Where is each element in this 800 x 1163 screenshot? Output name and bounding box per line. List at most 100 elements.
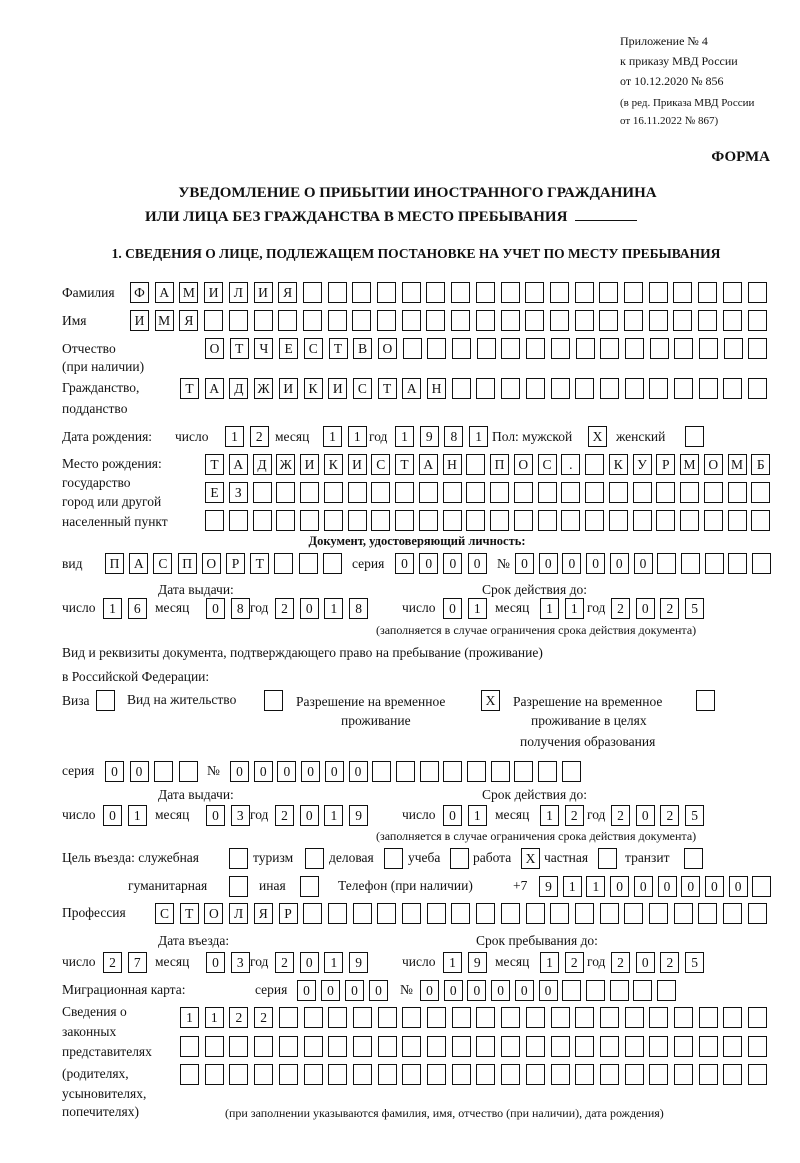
birth-year-cell[interactable]: 9	[419, 426, 439, 447]
patronymic-cell[interactable]: Т	[229, 338, 249, 359]
surname-cell[interactable]	[426, 282, 446, 303]
patronymic-cell[interactable]	[624, 338, 644, 359]
patronymic-cell[interactable]: С	[303, 338, 323, 359]
entry-year-cell[interactable]: 2	[275, 952, 294, 973]
birthplace-line3-cell[interactable]	[347, 510, 367, 531]
entry-year-cell[interactable]: 0	[299, 952, 319, 973]
citizenship-cell[interactable]	[525, 378, 545, 399]
representatives-line3-cell[interactable]	[748, 1064, 768, 1085]
birthplace-line1-cell[interactable]: С	[371, 454, 391, 475]
id-doc-kind-cell[interactable]	[298, 553, 318, 574]
profession-cell[interactable]	[500, 903, 520, 924]
citizenship-cell[interactable]: К	[303, 378, 323, 399]
birthplace-line3-cell[interactable]	[205, 510, 224, 531]
representatives-line3-cell[interactable]	[278, 1064, 298, 1085]
representatives-line3-cell[interactable]	[723, 1064, 743, 1085]
migration-card-number-cell[interactable]: 0	[491, 980, 511, 1001]
birthplace-line2-cell[interactable]	[561, 482, 581, 503]
representatives-line2-cell[interactable]	[328, 1036, 348, 1057]
phone-cell[interactable]: 0	[704, 876, 724, 897]
representatives-line1-cell[interactable]	[303, 1007, 323, 1028]
stay-year-cell[interactable]: 2	[611, 952, 630, 973]
representatives-line1-cell[interactable]	[674, 1007, 693, 1028]
birthplace-line1-cell[interactable]: Ж	[276, 454, 296, 475]
name-cell[interactable]	[228, 310, 248, 331]
representatives-line3-cell[interactable]	[328, 1064, 348, 1085]
representatives-line1-cell[interactable]	[624, 1007, 644, 1028]
name-cell[interactable]	[475, 310, 495, 331]
res-doc-number-cell[interactable]: 0	[277, 761, 297, 782]
profession-cell[interactable]	[303, 903, 323, 924]
surname-cell[interactable]	[698, 282, 718, 303]
birth-month-cell[interactable]: 1	[323, 426, 342, 447]
profession-cell[interactable]	[747, 903, 767, 924]
birthplace-line1-cell[interactable]: М	[680, 454, 699, 475]
purpose-transit-checkbox[interactable]	[684, 848, 703, 869]
surname-cell[interactable]	[302, 282, 322, 303]
patronymic-cell[interactable]	[699, 338, 718, 359]
representatives-line2-cell[interactable]	[501, 1036, 521, 1057]
id-valid-year-cell[interactable]: 5	[685, 598, 705, 619]
representatives-line1-cell[interactable]: 2	[254, 1007, 274, 1028]
birthplace-line1-cell[interactable]: Т	[205, 454, 224, 475]
res-doc-number-cell[interactable]: 0	[324, 761, 344, 782]
migration-card-number-cell[interactable]	[657, 980, 676, 1001]
migration-card-series-cell[interactable]: 0	[369, 980, 388, 1001]
profession-cell[interactable]	[673, 903, 693, 924]
representatives-line1-cell[interactable]	[723, 1007, 743, 1028]
birthplace-line2-cell[interactable]	[751, 482, 771, 503]
surname-cell[interactable]	[574, 282, 594, 303]
phone-cell[interactable]: 0	[657, 876, 677, 897]
representatives-line1-cell[interactable]	[328, 1007, 348, 1028]
birthplace-line2-cell[interactable]	[252, 482, 272, 503]
profession-cell[interactable]	[550, 903, 570, 924]
representatives-line1-cell[interactable]	[476, 1007, 496, 1028]
res-valid-day-cell[interactable]: 0	[443, 805, 462, 826]
representatives-line3-cell[interactable]	[698, 1064, 718, 1085]
surname-cell[interactable]	[624, 282, 643, 303]
citizenship-cell[interactable]	[624, 378, 644, 399]
phone-cell[interactable]: 0	[610, 876, 630, 897]
res-doc-series-cell[interactable]	[154, 761, 173, 782]
profession-cell[interactable]	[377, 903, 397, 924]
id-doc-number-cell[interactable]: 0	[633, 553, 653, 574]
birthplace-line1-cell[interactable]: Н	[442, 454, 462, 475]
res-doc-number-cell[interactable]: 0	[253, 761, 273, 782]
name-cell[interactable]	[253, 310, 273, 331]
birthplace-line1-cell[interactable]: Р	[656, 454, 676, 475]
id-doc-number-cell[interactable]	[728, 553, 748, 574]
id-doc-kind-cell[interactable]	[322, 553, 342, 574]
representatives-line2-cell[interactable]	[254, 1036, 274, 1057]
citizenship-cell[interactable]	[575, 378, 595, 399]
citizenship-cell[interactable]	[674, 378, 693, 399]
res-doc-number-cell[interactable]: 0	[301, 761, 321, 782]
surname-cell[interactable]	[599, 282, 619, 303]
id-doc-series-cell[interactable]: 0	[443, 553, 463, 574]
migration-card-number-cell[interactable]: 0	[443, 980, 463, 1001]
profession-cell[interactable]	[327, 903, 347, 924]
res-valid-year-cell[interactable]: 5	[685, 805, 705, 826]
citizenship-cell[interactable]: Т	[377, 378, 397, 399]
birthplace-line2-cell[interactable]	[323, 482, 343, 503]
representatives-line1-cell[interactable]: 1	[180, 1007, 199, 1028]
representatives-line2-cell[interactable]	[599, 1036, 619, 1057]
profession-cell[interactable]	[476, 903, 496, 924]
res-doc-number-cell[interactable]	[372, 761, 392, 782]
patronymic-cell[interactable]	[452, 338, 471, 359]
birthplace-line2-cell[interactable]	[680, 482, 699, 503]
profession-cell[interactable]	[599, 903, 619, 924]
name-cell[interactable]	[426, 310, 446, 331]
res-valid-year-cell[interactable]: 2	[611, 805, 630, 826]
id-issue-year-cell[interactable]: 2	[275, 598, 294, 619]
profession-cell[interactable]: Я	[253, 903, 273, 924]
name-cell[interactable]	[549, 310, 569, 331]
migration-card-series-cell[interactable]: 0	[297, 980, 316, 1001]
purpose-private-checkbox[interactable]	[598, 848, 617, 869]
birthplace-line1-cell[interactable]: Д	[252, 454, 272, 475]
citizenship-cell[interactable]: С	[352, 378, 372, 399]
name-cell[interactable]: М	[154, 310, 174, 331]
representatives-line1-cell[interactable]	[649, 1007, 669, 1028]
surname-cell[interactable]	[352, 282, 372, 303]
stay-year-cell[interactable]: 2	[660, 952, 680, 973]
res-issue-year-cell[interactable]: 9	[349, 805, 369, 826]
